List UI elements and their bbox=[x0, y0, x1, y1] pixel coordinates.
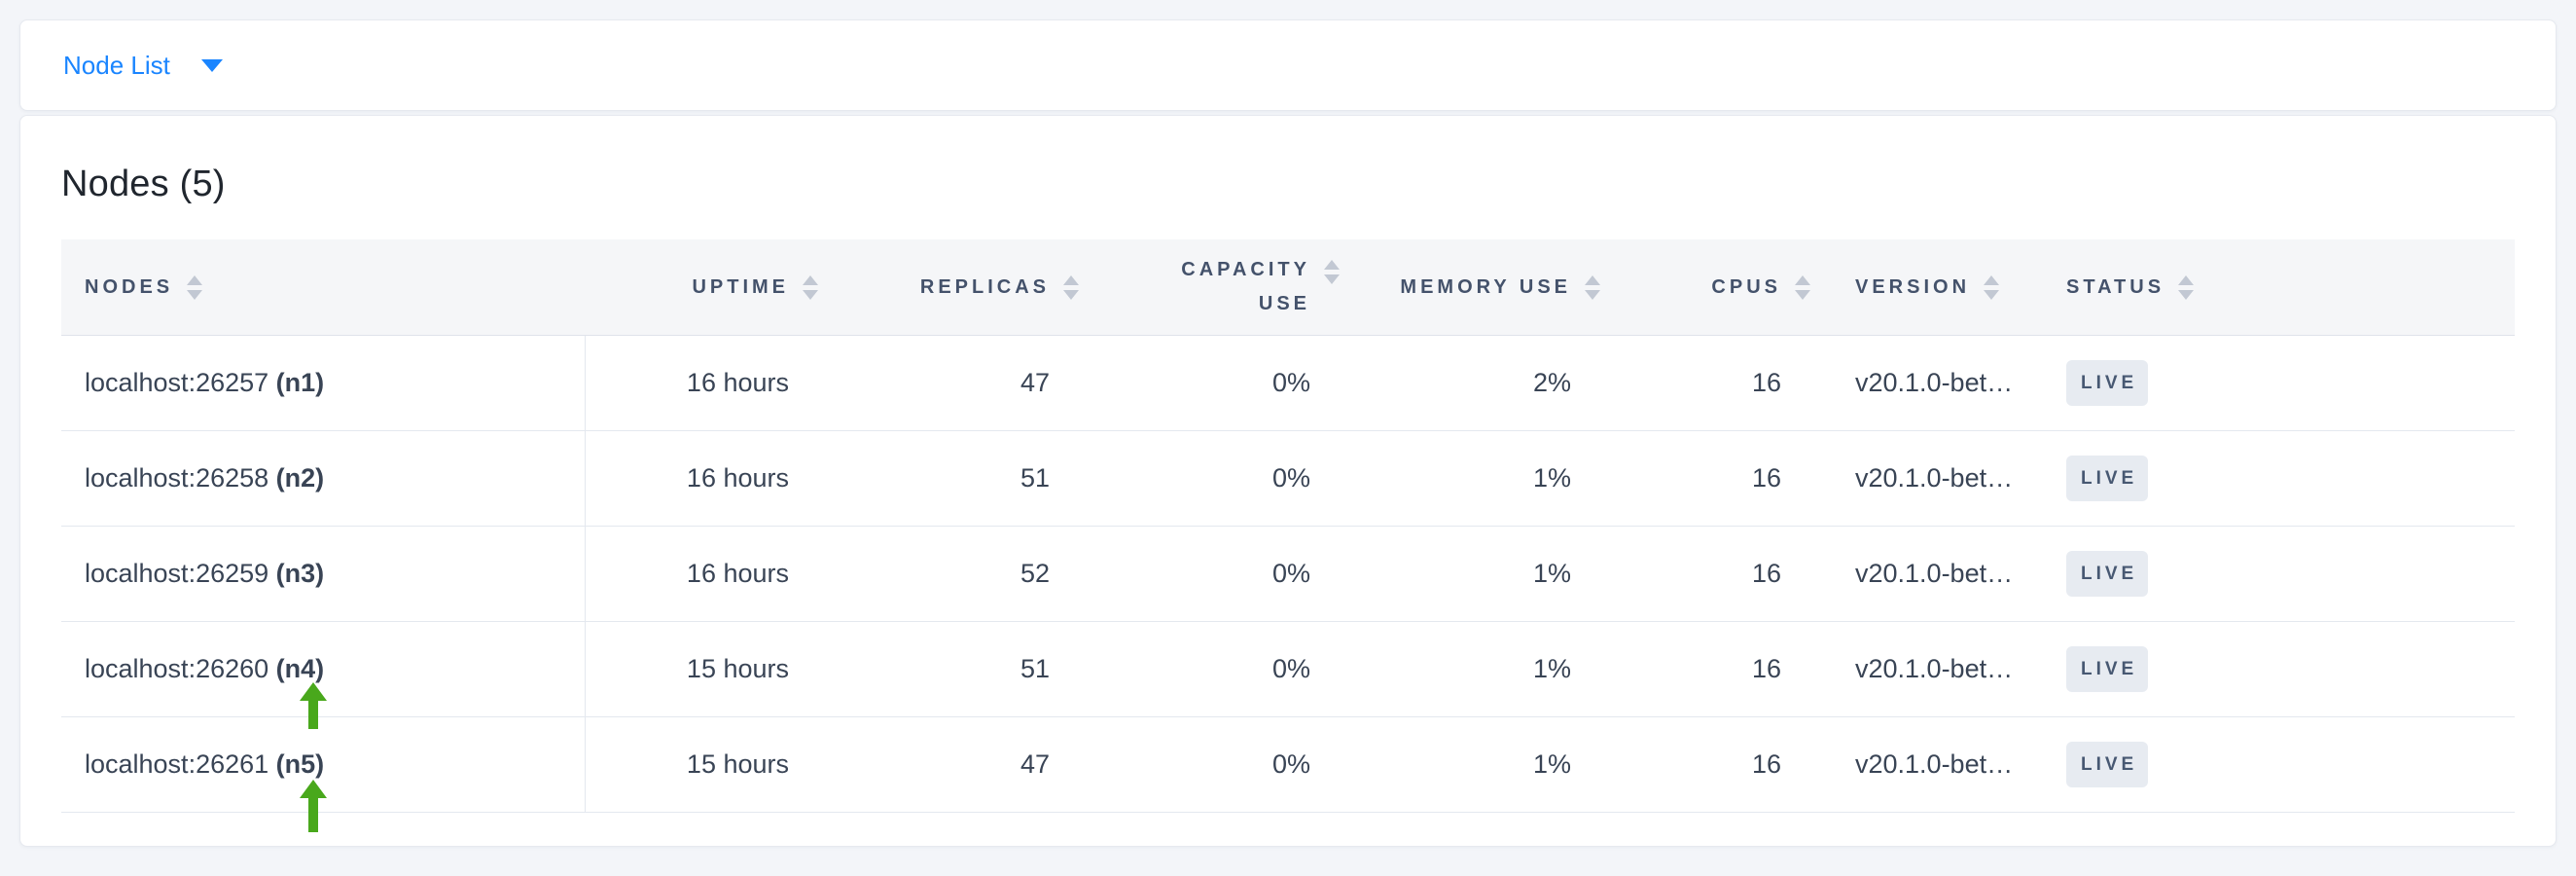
status-cell: LIVE bbox=[2066, 430, 2515, 527]
column-header-label: CAPACITY USE bbox=[1181, 259, 1310, 315]
replicas-cell: 47 bbox=[789, 716, 1050, 813]
sort-icon bbox=[1795, 274, 1810, 300]
node-address: localhost:26261 bbox=[85, 748, 269, 779]
node-list-dropdown-label: Node List bbox=[63, 51, 170, 80]
status-cell: LIVE bbox=[2066, 335, 2515, 431]
column-header-replicas[interactable]: REPLICAS bbox=[789, 239, 1079, 336]
replicas-cell: 52 bbox=[789, 526, 1050, 622]
uptime-cell: 16 hours bbox=[585, 335, 789, 431]
cpus-cell: 16 bbox=[1571, 621, 1781, 717]
version-cell: v20.1.0-bet… bbox=[1781, 335, 2066, 431]
nodes-panel: Nodes (5) NODES UPTIME bbox=[19, 115, 2557, 847]
column-header-label: STATUS bbox=[2066, 275, 2165, 298]
table-row-n5[interactable]: localhost:26261 (n5) 15 hours 47 0% 1% 1… bbox=[61, 716, 2515, 813]
status-cell: LIVE bbox=[2066, 716, 2515, 813]
column-header-cpus[interactable]: CPUS bbox=[1571, 239, 1810, 336]
uptime-cell: 16 hours bbox=[585, 526, 789, 622]
column-header-label: UPTIME bbox=[692, 275, 789, 298]
column-header-version[interactable]: VERSION bbox=[1781, 239, 2066, 336]
sort-icon bbox=[187, 274, 203, 300]
column-header-uptime[interactable]: UPTIME bbox=[585, 239, 818, 336]
memory-use-cell: 2% bbox=[1310, 335, 1571, 431]
sort-icon bbox=[803, 274, 818, 300]
memory-use-cell: 1% bbox=[1310, 716, 1571, 813]
column-header-capacity-use[interactable]: CAPACITY USE bbox=[1050, 239, 1340, 336]
capacity-use-cell: 0% bbox=[1050, 621, 1310, 717]
node-id: (n4) bbox=[275, 653, 325, 683]
view-toolbar: Node List bbox=[19, 19, 2557, 111]
node-cell: localhost:26258 (n2) bbox=[61, 430, 586, 527]
cpus-cell: 16 bbox=[1571, 430, 1781, 527]
node-id: (n3) bbox=[275, 558, 325, 588]
uptime-cell: 15 hours bbox=[585, 621, 789, 717]
status-badge: LIVE bbox=[2066, 550, 2149, 597]
memory-use-cell: 1% bbox=[1310, 526, 1571, 622]
status-badge: LIVE bbox=[2066, 359, 2149, 406]
replicas-cell: 51 bbox=[789, 430, 1050, 527]
status-badge: LIVE bbox=[2066, 741, 2149, 787]
uptime-cell: 16 hours bbox=[585, 430, 789, 527]
node-id: (n5) bbox=[275, 748, 325, 779]
sort-icon bbox=[1324, 260, 1340, 285]
column-header-label: VERSION bbox=[1855, 275, 1971, 298]
capacity-use-cell: 0% bbox=[1050, 716, 1310, 813]
column-header-label: REPLICAS bbox=[919, 275, 1050, 298]
status-badge: LIVE bbox=[2066, 455, 2149, 501]
node-address: localhost:26257 bbox=[85, 367, 269, 397]
node-address: localhost:26258 bbox=[85, 462, 269, 493]
table-row-n2[interactable]: localhost:26258 (n2) 16 hours 51 0% 1% 1… bbox=[61, 430, 2515, 527]
sort-icon bbox=[2178, 274, 2195, 300]
table-row-n1[interactable]: localhost:26257 (n1) 16 hours 47 0% 2% 1… bbox=[61, 335, 2515, 431]
memory-use-cell: 1% bbox=[1310, 430, 1571, 527]
status-badge: LIVE bbox=[2066, 645, 2149, 692]
table-header-row: NODES UPTIME REPLICAS bbox=[61, 239, 2515, 336]
node-id: (n1) bbox=[275, 367, 325, 397]
table-row-n3[interactable]: localhost:26259 (n3) 16 hours 52 0% 1% 1… bbox=[61, 526, 2515, 622]
capacity-use-cell: 0% bbox=[1050, 430, 1310, 527]
cpus-cell: 16 bbox=[1571, 526, 1781, 622]
node-cell: localhost:26257 (n1) bbox=[61, 335, 586, 431]
cpus-cell: 16 bbox=[1571, 335, 1781, 431]
node-cell: localhost:26260 (n4) bbox=[61, 621, 586, 717]
status-cell: LIVE bbox=[2066, 621, 2515, 717]
capacity-use-cell: 0% bbox=[1050, 335, 1310, 431]
sort-icon bbox=[1984, 274, 2000, 300]
memory-use-cell: 1% bbox=[1310, 621, 1571, 717]
column-header-label: CPUS bbox=[1711, 275, 1781, 298]
page-title: Nodes (5) bbox=[61, 164, 226, 204]
uptime-cell: 15 hours bbox=[585, 716, 789, 813]
node-address: localhost:26260 bbox=[85, 653, 269, 683]
status-cell: LIVE bbox=[2066, 526, 2515, 622]
column-header-label: MEMORY USE bbox=[1400, 275, 1571, 298]
column-header-status[interactable]: STATUS bbox=[2066, 239, 2515, 336]
column-header-nodes[interactable]: NODES bbox=[61, 239, 585, 336]
version-cell: v20.1.0-bet… bbox=[1781, 430, 2066, 527]
sort-icon bbox=[1063, 274, 1079, 300]
sort-icon bbox=[1585, 274, 1600, 300]
node-cell: localhost:26259 (n3) bbox=[61, 526, 586, 622]
chevron-down-icon bbox=[200, 58, 223, 72]
column-header-label: NODES bbox=[85, 275, 174, 298]
cpus-cell: 16 bbox=[1571, 716, 1781, 813]
replicas-cell: 51 bbox=[789, 621, 1050, 717]
table-row-n4[interactable]: localhost:26260 (n4) 15 hours 51 0% 1% 1… bbox=[61, 621, 2515, 717]
node-cell: localhost:26261 (n5) bbox=[61, 716, 586, 813]
replicas-cell: 47 bbox=[789, 335, 1050, 431]
node-list-dropdown[interactable]: Node List bbox=[63, 53, 223, 78]
node-id: (n2) bbox=[275, 462, 325, 493]
nodes-table: NODES UPTIME REPLICAS bbox=[61, 239, 2515, 813]
column-header-memory-use[interactable]: MEMORY USE bbox=[1310, 239, 1600, 336]
version-cell: v20.1.0-bet… bbox=[1781, 526, 2066, 622]
version-cell: v20.1.0-bet… bbox=[1781, 716, 2066, 813]
version-cell: v20.1.0-bet… bbox=[1781, 621, 2066, 717]
node-address: localhost:26259 bbox=[85, 558, 269, 588]
capacity-use-cell: 0% bbox=[1050, 526, 1310, 622]
